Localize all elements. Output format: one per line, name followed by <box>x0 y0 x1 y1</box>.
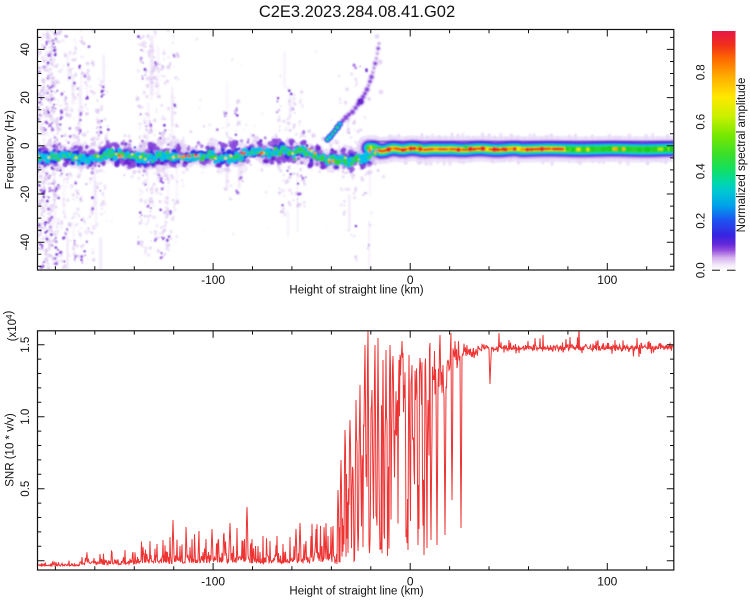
svg-text:0.8: 0.8 <box>696 64 708 80</box>
svg-text:0: 0 <box>407 273 414 287</box>
svg-text:1.5: 1.5 <box>20 337 32 353</box>
svg-text:0.2: 0.2 <box>696 213 708 229</box>
svg-text:0: 0 <box>407 574 414 588</box>
svg-text:0.5: 0.5 <box>20 481 32 497</box>
svg-text:100: 100 <box>597 273 617 287</box>
svg-text:0.6: 0.6 <box>696 114 708 130</box>
svg-text:0.0: 0.0 <box>696 262 708 278</box>
svg-text:20: 20 <box>20 91 32 104</box>
svg-text:SNR (10 * v/v): SNR (10 * v/v) <box>5 413 17 487</box>
svg-text:0.4: 0.4 <box>696 163 708 180</box>
svg-text:Height of straight line (km): Height of straight line (km) <box>289 284 423 296</box>
svg-text:-40: -40 <box>20 234 32 251</box>
svg-text:-100: -100 <box>201 574 225 588</box>
svg-text:40: 40 <box>20 43 32 56</box>
svg-text:100: 100 <box>597 574 617 588</box>
svg-text:Frequency (Hz): Frequency (Hz) <box>5 110 17 189</box>
svg-text:0: 0 <box>20 143 32 149</box>
svg-text:-20: -20 <box>20 186 32 203</box>
svg-text:Height of straight line (km): Height of straight line (km) <box>289 585 423 597</box>
svg-text:Normalized spectral amplitude: Normalized spectral amplitude <box>736 78 748 233</box>
svg-text:-100: -100 <box>201 273 225 287</box>
svg-text:C2E3.2023.284.08.41.G02: C2E3.2023.284.08.41.G02 <box>259 3 455 21</box>
svg-text:1.0: 1.0 <box>20 409 32 425</box>
